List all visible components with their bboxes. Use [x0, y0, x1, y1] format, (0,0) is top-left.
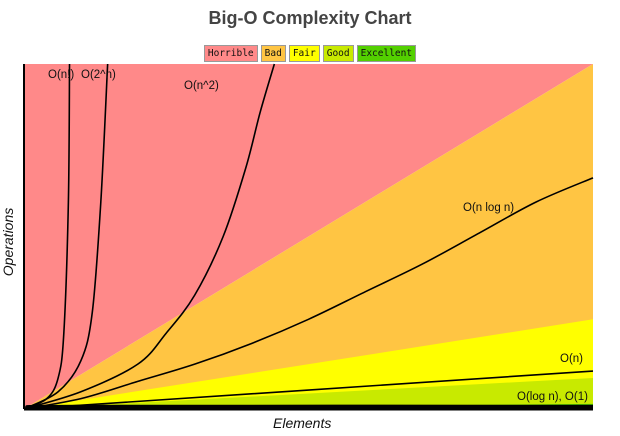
- label-log-n-const: O(log n), O(1): [517, 391, 588, 403]
- legend-item-bad: Bad: [260, 45, 286, 62]
- legend-item-fair: Fair: [288, 45, 320, 62]
- label-n-squared: O(n^2): [184, 80, 219, 92]
- legend-item-excellent: Excellent: [356, 45, 417, 62]
- label-two-pow-n: O(2^n): [81, 69, 116, 81]
- curve-o-log-n-o-1: [23, 404, 594, 411]
- curve-o-n-2: [23, 63, 276, 410]
- complexity-curves: [23, 63, 594, 411]
- zone-bad: [24, 64, 593, 409]
- complexity-zones: [24, 64, 593, 409]
- y-axis-label: Operations: [0, 208, 16, 276]
- x-axis-label: Elements: [273, 415, 331, 431]
- chart-title: Big-O Complexity Chart: [208, 8, 412, 28]
- zone-good: [24, 377, 593, 409]
- label-n: O(n): [560, 353, 583, 365]
- curve-o-2-n: [23, 63, 109, 410]
- legend-item-good: Good: [322, 45, 354, 62]
- legend: Horrible Bad Fair Good Excellent: [0, 45, 620, 62]
- label-n-factorial: O(n!): [48, 69, 74, 81]
- label-n-log-n: O(n log n): [463, 202, 514, 214]
- curve-o-n-log-n: [23, 177, 594, 410]
- legend-item-horrible: Horrible: [203, 45, 258, 62]
